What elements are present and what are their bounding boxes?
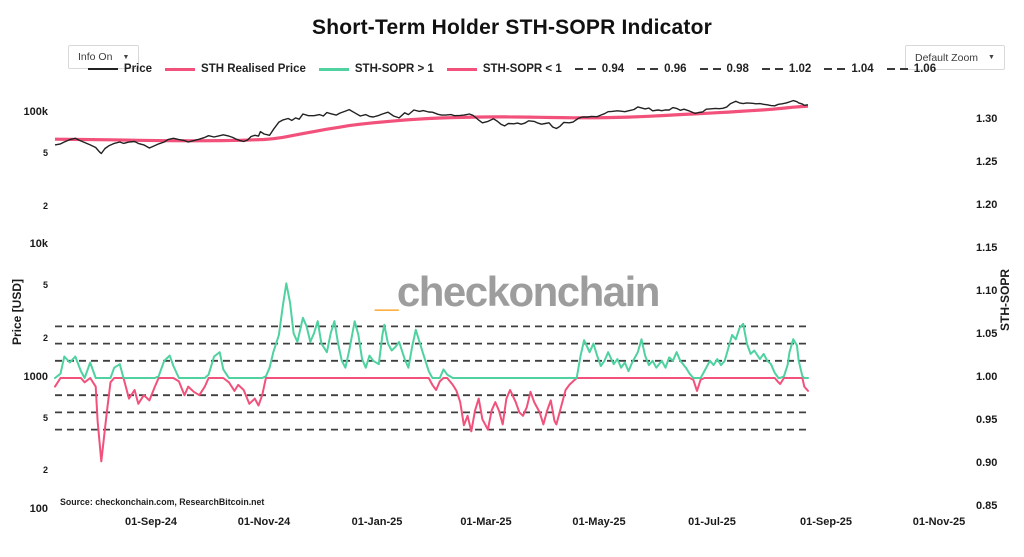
sopr-axis-tick-1.05: 1.05 [976,328,998,340]
info-dropdown-label: Info On [78,51,113,63]
legend-line-swatch [87,68,118,70]
watermark-underscore: _ [375,268,398,315]
sopr-axis-title: STH-SOPR [998,268,1012,331]
legend-item-label: STH Realised Price [201,63,306,75]
legend-item-sth-sopr-1[interactable]: STH-SOPR < 1 [446,63,562,75]
legend-item-label: Price [123,63,153,75]
price-axis-tick-10000: 10k [29,238,48,250]
x-axis-tick-01-May-25: 01-May-25 [572,516,626,528]
page-title: Short-Term Holder STH-SOPR Indicator [311,16,712,39]
sopr-axis-tick-1.10: 1.10 [976,285,998,297]
price-axis-tick-20000: 2 [42,201,48,211]
legend-item-label: 1.04 [851,63,874,75]
sopr-axis-tick-1.25: 1.25 [976,156,998,168]
watermark-text: checkonchain [396,268,661,315]
legend-dash-swatch [886,67,908,71]
sth-sopr-above-1-line [54,282,809,379]
price-axis-tick-2000: 2 [42,333,48,343]
chevron-down-icon: ▼ [988,54,995,61]
checkonchain-watermark: _checkonchain [375,268,661,315]
sopr-axis-tick-1.00: 1.00 [976,371,998,383]
zoom-dropdown-label: Default Zoom [915,51,979,64]
legend-line-swatch [165,67,196,71]
sopr-axis-tick-0.85: 0.85 [976,500,998,512]
x-axis-tick-01-Sep-25: 01-Sep-25 [800,516,852,528]
legend-item-label: 0.98 [726,63,749,75]
legend-item-0-98[interactable]: 0.98 [699,63,749,75]
price-axis-tick-200: 2 [42,465,48,475]
legend-line-swatch [318,67,349,71]
price-axis-tick-1000: 1000 [23,371,48,383]
legend-item-label: STH-SOPR < 1 [482,63,562,75]
legend-dash-swatch [699,67,721,71]
legend-item-sth-sopr-1[interactable]: STH-SOPR > 1 [318,63,434,75]
price-line [54,99,809,155]
legend-dash-swatch [574,67,596,71]
price-axis-tick-500: 5 [42,413,48,423]
sopr-axis-tick-0.95: 0.95 [976,414,998,426]
x-axis-tick-01-Nov-25: 01-Nov-25 [912,516,966,528]
legend-item-1-04[interactable]: 1.04 [824,63,874,75]
legend-line-swatch [446,67,477,71]
sopr-axis-tick-1.15: 1.15 [976,242,998,254]
legend-dash-swatch [824,67,846,71]
sopr-axis-tick-1.30: 1.30 [976,113,998,125]
legend-item-1-02[interactable]: 1.02 [761,63,812,75]
legend-item-label: 0.94 [601,63,625,75]
x-axis-tick-01-Jan-25: 01-Jan-25 [351,516,403,528]
price-axis-tick-5000: 5 [42,280,48,290]
price-axis-tick-100: 100 [29,503,48,515]
sopr-axis-tick-1.20: 1.20 [976,199,998,211]
legend-item-label: STH-SOPR > 1 [354,63,434,75]
legend-item-1-06[interactable]: 1.06 [886,63,937,75]
sth-sopr-below-1-line [54,377,809,463]
legend-item-sth-realised-price[interactable]: STH Realised Price [165,63,306,75]
sth-realised-price-line [54,104,809,143]
x-axis-tick-01-Sep-24: 01-Sep-24 [125,516,177,528]
x-axis-tick-01-Nov-24: 01-Nov-24 [237,516,291,528]
legend-dash-swatch [761,67,783,71]
legend-item-price[interactable]: Price [87,63,153,75]
sopr-axis-tick-0.90: 0.90 [976,457,998,469]
x-axis-tick-01-Jul-25: 01-Jul-25 [688,516,736,528]
source-note: Source: checkonchain.com, ResearchBitcoi… [60,497,265,507]
legend-dash-swatch [637,67,659,71]
legend: Price STH Realised Price STH-SOPR > 1 STH-S… [0,63,1024,75]
legend-item-label: 0.96 [664,63,687,75]
legend-item-0-96[interactable]: 0.96 [637,63,687,75]
zoom-dropdown[interactable]: Default Zoom ▼ [905,45,1005,70]
chevron-down-icon: ▼ [122,53,130,61]
legend-item-label: 1.06 [913,63,937,75]
price-axis-tick-100000: 100k [23,106,48,118]
price-axis-tick-50000: 5 [42,148,48,158]
legend-item-label: 1.02 [788,63,812,75]
legend-item-0-94[interactable]: 0.94 [574,63,625,75]
x-axis-tick-01-Mar-25: 01-Mar-25 [460,516,512,528]
